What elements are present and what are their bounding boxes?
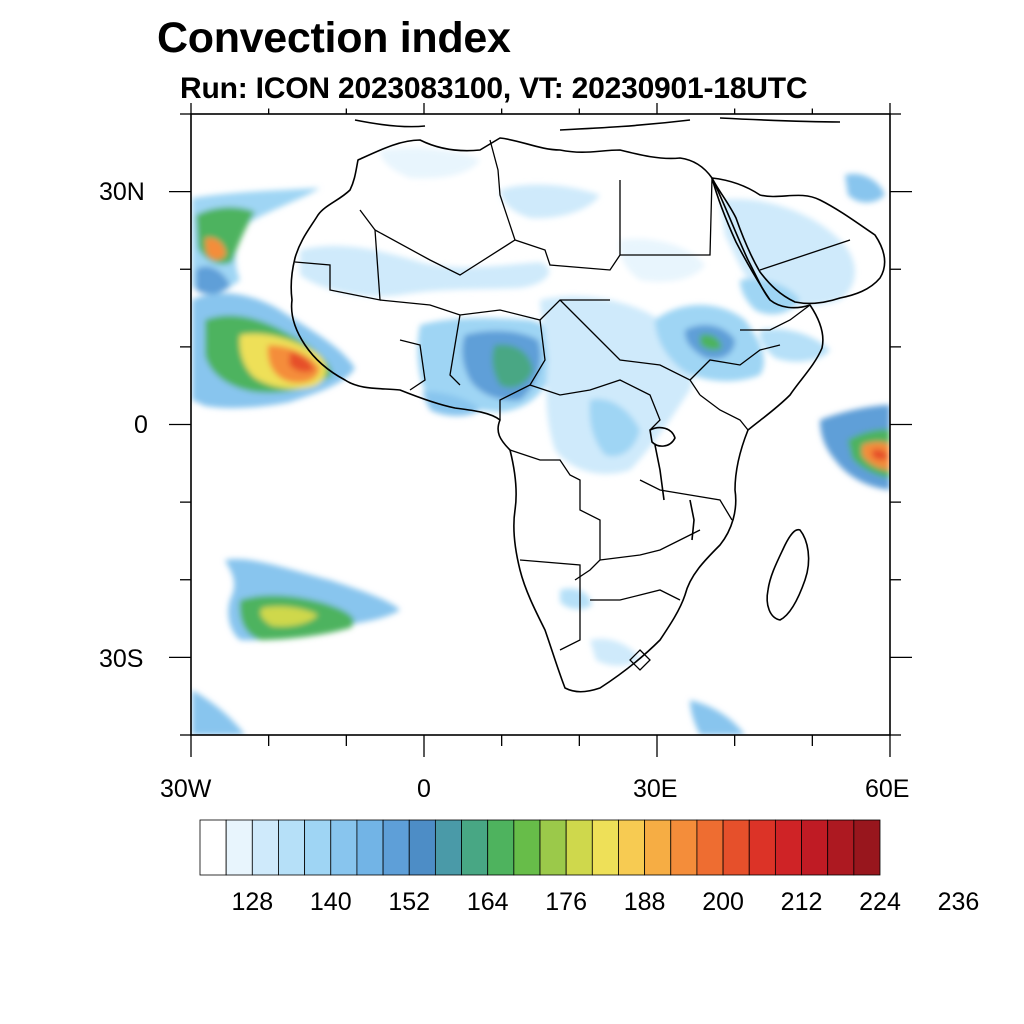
- lat-label-30n: 30N: [99, 178, 145, 206]
- convection-field: [192, 148, 890, 735]
- field-nigeria-green: [492, 344, 533, 388]
- lat-label-0: 0: [134, 411, 148, 439]
- lake-victoria: [649, 426, 676, 447]
- colorbar-swatch: [565, 819, 593, 876]
- border-15: [699, 394, 749, 431]
- field-horn: [759, 328, 830, 362]
- colorbar-swatch: [225, 819, 253, 876]
- colorbar-swatch: [513, 819, 541, 876]
- field-namibia: [560, 588, 592, 610]
- border-8: [559, 299, 701, 396]
- border-16: [689, 344, 781, 381]
- colorbar-tick-label: 152: [388, 888, 431, 916]
- colorbar-swatch: [330, 819, 358, 876]
- colorbar-tick-label: 212: [780, 888, 823, 916]
- colorbar-tick-label: 188: [623, 888, 666, 916]
- map-title: Convection index: [157, 14, 511, 62]
- field-north-band-mid: [196, 207, 255, 265]
- field-south-africa: [590, 638, 640, 666]
- field-north-band-hot: [205, 237, 226, 260]
- field-arabia-3: [845, 173, 885, 203]
- field-sahara-1: [500, 184, 600, 219]
- mediterranean-north: [354, 117, 841, 131]
- colorbar-swatch: [644, 819, 672, 876]
- colorbar-swatch: [461, 819, 489, 876]
- lon-label-30e: 30E: [633, 775, 678, 803]
- map-subtitle: Run: ICON 2023083100, VT: 20230901-18UTC: [180, 72, 808, 105]
- colorbar-tick-label: 128: [231, 888, 274, 916]
- colorbar-tick-label: 224: [859, 888, 901, 916]
- border-11: [519, 559, 581, 651]
- field-sahel: [300, 245, 550, 297]
- colorbar: [199, 819, 881, 876]
- colorbar-tick-label: 200: [702, 888, 744, 916]
- colorbar-swatch: [618, 819, 646, 876]
- colorbar-swatch: [774, 819, 802, 876]
- lake-tanganyika: [654, 444, 665, 501]
- border-13: [599, 529, 701, 561]
- colorbar-swatch: [722, 819, 750, 876]
- colorbar-swatch: [199, 819, 227, 876]
- field-central-africa: [540, 296, 694, 474]
- border-9: [529, 379, 661, 431]
- border-19: [399, 339, 426, 391]
- border-2: [374, 180, 621, 276]
- field-north-band-lower: [196, 266, 230, 295]
- africa-coastline: [290, 137, 824, 693]
- colorbar-tick-label: 164: [466, 888, 509, 916]
- colorbar-swatch: [827, 819, 855, 876]
- colorbar-swatch: [591, 819, 619, 876]
- colorbar-swatch: [539, 819, 567, 876]
- madagascar-coastline: [766, 528, 810, 621]
- lon-label-0: 0: [417, 775, 431, 803]
- colorbar-tick-label: 236: [937, 888, 980, 916]
- colorbar-swatch: [251, 819, 279, 876]
- colorbar-swatch: [670, 819, 698, 876]
- border-3: [489, 139, 516, 241]
- colorbar-swatch: [434, 819, 462, 876]
- lat-label-30s: 30S: [99, 645, 144, 673]
- field-indian-red: [872, 449, 888, 461]
- country-borders: [294, 139, 851, 671]
- field-south-atl-yellow: [260, 606, 318, 627]
- field-arabia-2: [740, 278, 800, 315]
- field-southern-ocean-sw: [192, 690, 245, 735]
- border-18: [759, 239, 851, 271]
- lon-label-60e: 60E: [865, 775, 910, 803]
- border-14: [590, 589, 681, 601]
- border-20: [629, 649, 651, 671]
- colorbar-swatch: [356, 819, 384, 876]
- colorbar-swatch: [382, 819, 410, 876]
- border-4: [620, 177, 713, 256]
- border-12: [639, 479, 733, 521]
- arabia-coastline: [711, 177, 886, 305]
- field-southern-ocean-se: [690, 700, 745, 735]
- field-west-africa-red: [289, 352, 314, 372]
- axis-ticks: [169, 103, 912, 757]
- lon-label-30w: 30W: [160, 775, 212, 803]
- colorbar-tick-label: 176: [545, 888, 587, 916]
- border-17: [740, 304, 811, 331]
- field-congo: [589, 399, 640, 457]
- colorbar-swatch: [278, 819, 306, 876]
- border-6: [449, 314, 461, 386]
- border-10: [509, 449, 601, 581]
- colorbar-swatch: [696, 819, 724, 876]
- red-sea-west: [711, 177, 771, 301]
- colorbar-swatch: [304, 819, 332, 876]
- colorbar-swatch: [748, 819, 776, 876]
- colorbar-swatch: [487, 819, 515, 876]
- colorbar-tick-label: 140: [309, 888, 352, 916]
- colorbar-swatch: [801, 819, 829, 876]
- field-sahara-3: [619, 238, 705, 282]
- field-sahara-2: [380, 148, 480, 179]
- colorbar-swatch: [853, 819, 881, 876]
- colorbar-swatch: [408, 819, 436, 876]
- field-ethiopia-green: [700, 334, 722, 351]
- coastlines: [290, 117, 886, 693]
